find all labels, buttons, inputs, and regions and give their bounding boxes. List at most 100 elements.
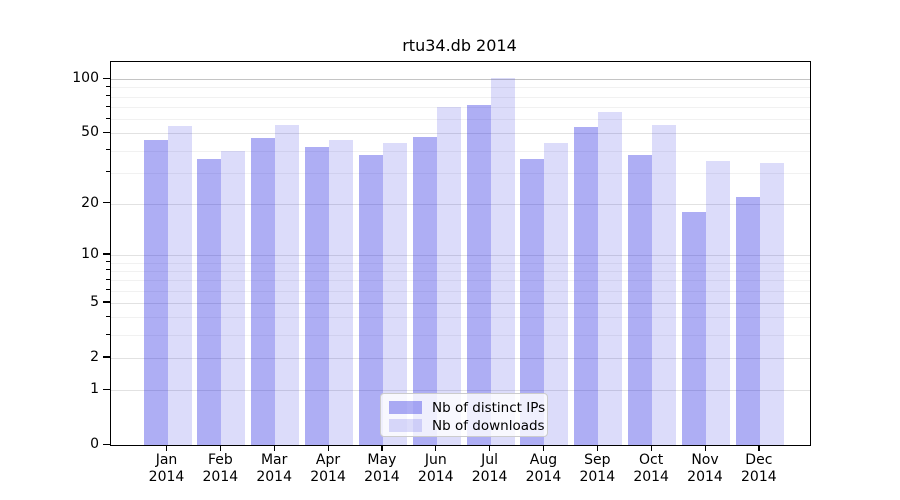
minor-gridline [111,290,810,292]
x-tick-month: Jun [424,452,447,468]
x-tick-year: 2014 [310,469,346,485]
x-tick-year: 2014 [256,469,292,485]
bar-downloads-jul [490,78,515,445]
bar-distinct-ips-may [358,154,383,445]
x-tick [596,446,598,451]
minor-gridline [111,119,810,121]
y-major-tick [103,388,110,390]
x-tick-year: 2014 [687,469,723,485]
x-tick-year: 2014 [202,469,239,485]
x-tick-month: Jul [481,452,499,468]
x-tick-month: Sep [584,452,611,468]
y-major-tick [103,77,110,79]
legend-label: Nb of downloads [432,417,545,434]
x-tick-label: Oct 2014 [624,452,678,486]
y-major-tick [103,356,110,358]
x-tick [219,446,222,451]
bar-distinct-ips-sep [574,127,599,445]
y-minor-tick [106,85,110,87]
y-tick-label: 2 [90,348,99,365]
x-tick-year: 2014 [579,469,616,485]
x-tick-month: Aug [529,452,558,468]
legend-swatch-downloads [389,419,422,432]
bar-downloads-sep [598,111,623,445]
x-tick-month: Feb [207,452,233,468]
minor-gridline [111,172,810,174]
major-gridline [111,133,810,135]
x-tick-label: Aug 2014 [516,452,570,486]
y-minor-tick [106,269,110,271]
bar-downloads-jun [436,107,461,445]
legend: Nb of distinct IPs Nb of downloads [380,393,548,437]
x-tick [327,446,329,451]
y-minor-tick [106,261,110,262]
y-tick-label: 100 [72,70,99,87]
x-tick-month: Mar [260,452,288,468]
y-minor-tick [106,117,110,119]
legend-entry: Nb of distinct IPs [389,399,545,416]
bar-downloads-jan [167,126,192,445]
x-tick [650,446,652,451]
major-gridline [111,390,810,392]
minor-gridline [111,87,810,89]
bar-downloads-dec [759,163,784,445]
bar-downloads-aug [544,143,569,445]
plot-area: Nb of distinct IPs Nb of downloads [110,61,811,446]
x-tick-month: Oct [639,452,664,468]
y-minor-tick [106,333,110,335]
y-minor-tick [106,289,110,291]
minor-gridline [111,270,810,272]
y-major-tick [103,202,110,204]
x-tick-year: 2014 [525,469,562,485]
x-tick-year: 2014 [364,469,400,485]
x-tick-label: Dec 2014 [732,452,786,486]
bar-distinct-ips-dec [735,196,760,445]
y-tick-label: 10 [81,245,99,262]
y-tick-label: 1 [90,381,99,398]
minor-gridline [111,280,810,282]
bar-distinct-ips-mar [251,138,276,445]
bar-downloads-apr [329,139,354,445]
x-tick-year: 2014 [633,469,669,485]
minor-gridline [111,96,810,98]
x-tick-month: May [367,452,397,468]
legend-label: Nb of distinct IPs [432,399,546,416]
minor-gridline [111,317,810,319]
bar-distinct-ips-nov [682,211,706,445]
y-minor-tick [106,95,110,97]
legend-swatch-distinct-ips [389,401,422,414]
y-tick-label: 5 [90,293,99,310]
major-gridline [111,254,810,256]
minor-gridline [111,262,810,264]
x-tick [435,446,437,451]
x-tick [489,446,491,451]
x-tick-label: May 2014 [355,452,409,486]
y-tick-label: 20 [81,194,99,211]
bar-distinct-ips-oct [628,154,653,445]
major-gridline [111,79,810,81]
bar-distinct-ips-jan [143,139,168,445]
x-tick-year: 2014 [471,469,508,485]
bar-distinct-ips-apr [305,146,330,445]
y-major-tick [103,301,110,303]
x-tick [273,446,275,451]
x-tick-month: Dec [745,452,773,468]
y-minor-tick [106,278,110,280]
bar-downloads-nov [706,161,730,445]
bar-downloads-mar [275,124,300,445]
major-gridline [111,203,810,205]
x-tick [381,446,383,451]
x-tick [758,446,760,451]
minor-gridline [111,335,810,337]
x-tick-label: Mar 2014 [247,452,301,486]
x-tick-label: Jun 2014 [409,452,463,486]
x-tick-month: Jan [155,452,178,468]
x-tick-year: 2014 [148,469,185,485]
x-tick [166,446,168,451]
x-tick-label: Jan 2014 [140,452,194,486]
y-major-tick [103,443,110,445]
y-minor-tick [106,171,110,173]
bar-distinct-ips-feb [197,158,222,445]
legend-entry: Nb of downloads [389,417,545,434]
